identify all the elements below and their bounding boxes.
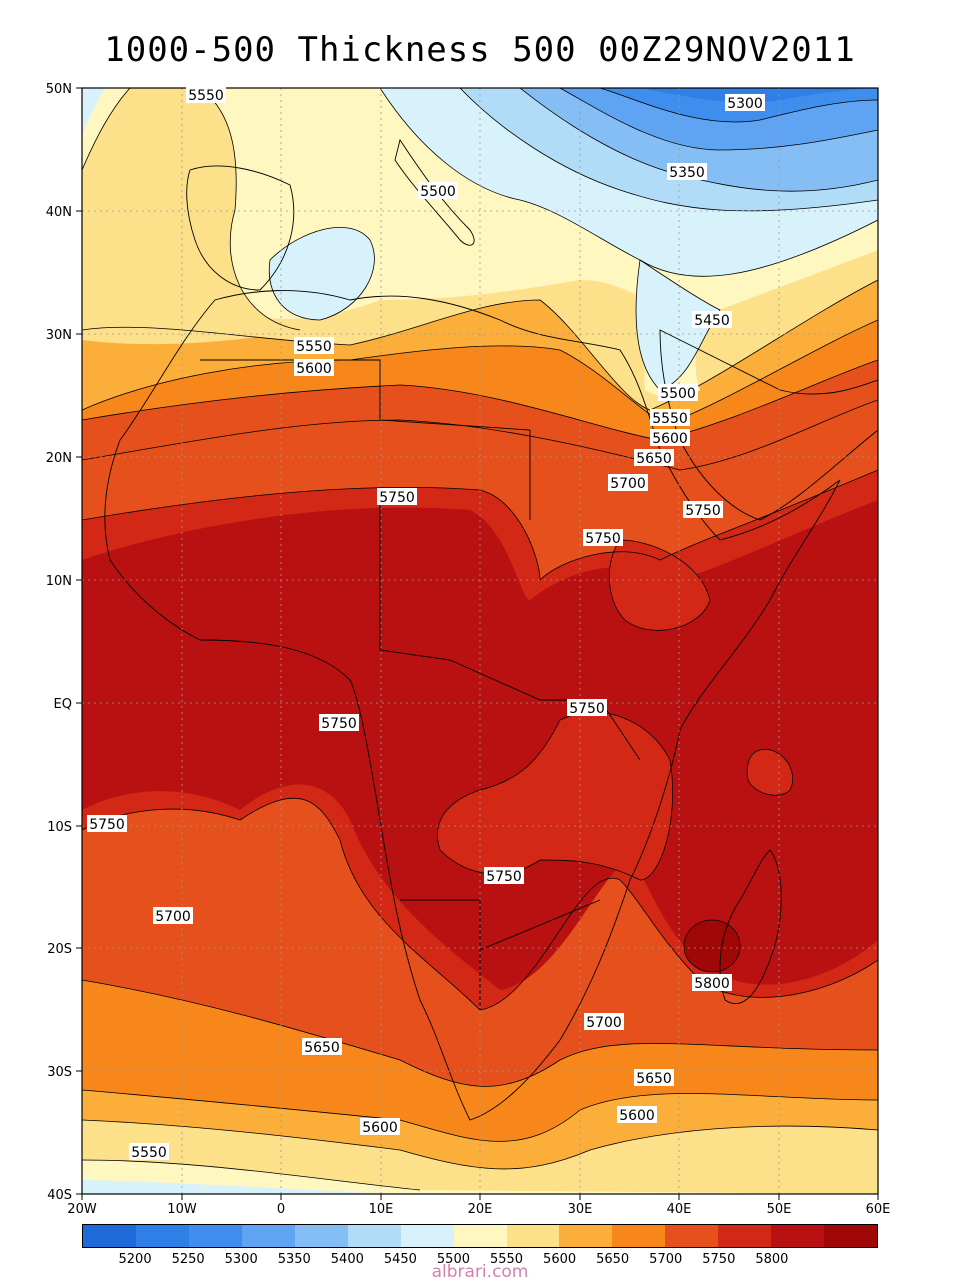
colorbar-label: 5550	[489, 1252, 524, 1267]
contour-label: 5550	[652, 411, 688, 427]
contour-label: 5600	[652, 431, 688, 447]
contour-label: 5550	[131, 1145, 167, 1161]
contour-label: 5750	[89, 817, 125, 833]
colorbar-label: 5500	[436, 1252, 470, 1267]
contour-label: 5750	[321, 716, 357, 732]
band-5800-madagascar	[684, 920, 740, 972]
colorbar-swatch	[612, 1225, 666, 1247]
lat-label: 10N	[46, 574, 72, 589]
band-5450-south	[82, 1180, 400, 1194]
watermark: albrari.com	[431, 1262, 529, 1282]
band-5450-nw-corner	[82, 88, 105, 135]
band-5450-levant	[636, 260, 720, 390]
colorbar-label: 5600	[543, 1252, 577, 1267]
axis-ticks	[76, 87, 879, 1200]
colorbar-label: 5400	[330, 1252, 364, 1267]
band-5550-nw	[82, 88, 300, 345]
contour-label: 5650	[636, 451, 672, 467]
colorbar-swatch	[506, 1225, 560, 1247]
lat-label: 20N	[46, 451, 72, 466]
madagascar-coast	[719, 849, 782, 1005]
colorbar-swatch	[241, 1225, 295, 1247]
lat-label: 10S	[47, 820, 72, 835]
contour-label: 5750	[585, 531, 621, 547]
graticule	[82, 88, 878, 1194]
colorbar-labels: 5200 5250 5300 5350 5400 5450 5500 5550 5600 5650…	[82, 1252, 878, 1270]
lon-label: 20E	[468, 1202, 493, 1217]
colorbar-swatch	[188, 1225, 242, 1247]
colorbar-swatch	[718, 1225, 772, 1247]
colorbar-swatch	[294, 1225, 348, 1247]
contour-label: 5650	[304, 1040, 340, 1056]
contour-label: 5750	[685, 503, 721, 519]
contour-label: 5700	[155, 909, 191, 925]
colorbar-label: 5300	[224, 1252, 258, 1267]
lon-label: 10E	[369, 1202, 394, 1217]
colorbar-swatch	[824, 1225, 878, 1247]
lon-label: 10W	[167, 1202, 197, 1217]
band-5450-iberia-cell	[269, 227, 375, 320]
contour-label: 5750	[569, 701, 605, 717]
colorbar-swatch	[771, 1225, 825, 1247]
lat-label: 30S	[47, 1065, 72, 1080]
lat-label: 40S	[47, 1188, 72, 1203]
lon-label: 40E	[667, 1202, 692, 1217]
lat-label: 20S	[47, 942, 72, 957]
colorbar-label: 5450	[383, 1252, 417, 1267]
colorbar-swatch	[559, 1225, 613, 1247]
contour-label: 5350	[669, 165, 705, 181]
band-5500-nw-corner	[82, 88, 130, 170]
contour-label: 5700	[610, 476, 646, 492]
contour-label: 5500	[660, 386, 696, 402]
lat-label: EQ	[54, 697, 72, 712]
iberia-coast	[186, 165, 295, 291]
colorbar	[82, 1224, 878, 1248]
lon-label: 60E	[866, 1202, 891, 1217]
colorbar-label: 5800	[755, 1252, 789, 1267]
lat-labels: 50N 40N 30N 20N 10N EQ 10S 20S 30S 40S	[46, 82, 72, 1203]
colorbar-label: 5350	[277, 1252, 311, 1267]
contour-label: 5600	[619, 1108, 655, 1124]
contour-label: 5750	[486, 869, 522, 885]
colorbar-label: 5700	[649, 1252, 683, 1267]
band-5750-east-lobe	[609, 540, 710, 631]
lon-label: 30E	[568, 1202, 593, 1217]
colorbar-swatch	[665, 1225, 719, 1247]
map-title: 1000-500 Thickness 500 00Z29NOV2011	[104, 30, 856, 70]
band-5500-south	[82, 1160, 878, 1194]
contour-labels: 5550 5300 5500 5350 5450 5550 5600 5500 …	[87, 86, 765, 1161]
colorbar-swatch	[400, 1225, 454, 1247]
band-5750-indian	[747, 749, 793, 796]
lon-label: 20W	[67, 1202, 97, 1217]
band-5750-central	[437, 712, 673, 880]
colorbar-swatch	[347, 1225, 401, 1247]
contour-label: 5600	[362, 1120, 398, 1136]
colorbar-label: 5750	[702, 1252, 736, 1267]
lon-labels: 20W 10W 0 10E 20E 30E 40E 50E 60E	[67, 1202, 890, 1217]
contour-label: 5650	[636, 1071, 672, 1087]
colorbar-swatch	[83, 1225, 136, 1247]
contour-label: 5450	[694, 313, 730, 329]
colorbar-label: 5650	[596, 1252, 630, 1267]
africa-coast	[104, 290, 841, 1121]
contour-label: 5550	[188, 88, 224, 104]
contour-label: 5750	[379, 490, 415, 506]
colorbar-label: 5250	[171, 1252, 205, 1267]
lon-label: 50E	[767, 1202, 792, 1217]
contour-label: 5700	[586, 1015, 622, 1031]
lat-label: 40N	[46, 205, 72, 220]
contour-label: 5800	[694, 976, 730, 992]
lat-label: 30N	[46, 328, 72, 343]
lon-label: 0	[277, 1202, 285, 1217]
colorbar-swatch	[453, 1225, 507, 1247]
contour-label: 5300	[727, 96, 763, 112]
contour-label: 5500	[420, 184, 456, 200]
contour-label: 5550	[296, 339, 332, 355]
colorbar-label: 5200	[118, 1252, 152, 1267]
contour-label: 5600	[296, 361, 332, 377]
colorbar-swatch	[135, 1225, 189, 1247]
lat-label: 50N	[46, 82, 72, 97]
